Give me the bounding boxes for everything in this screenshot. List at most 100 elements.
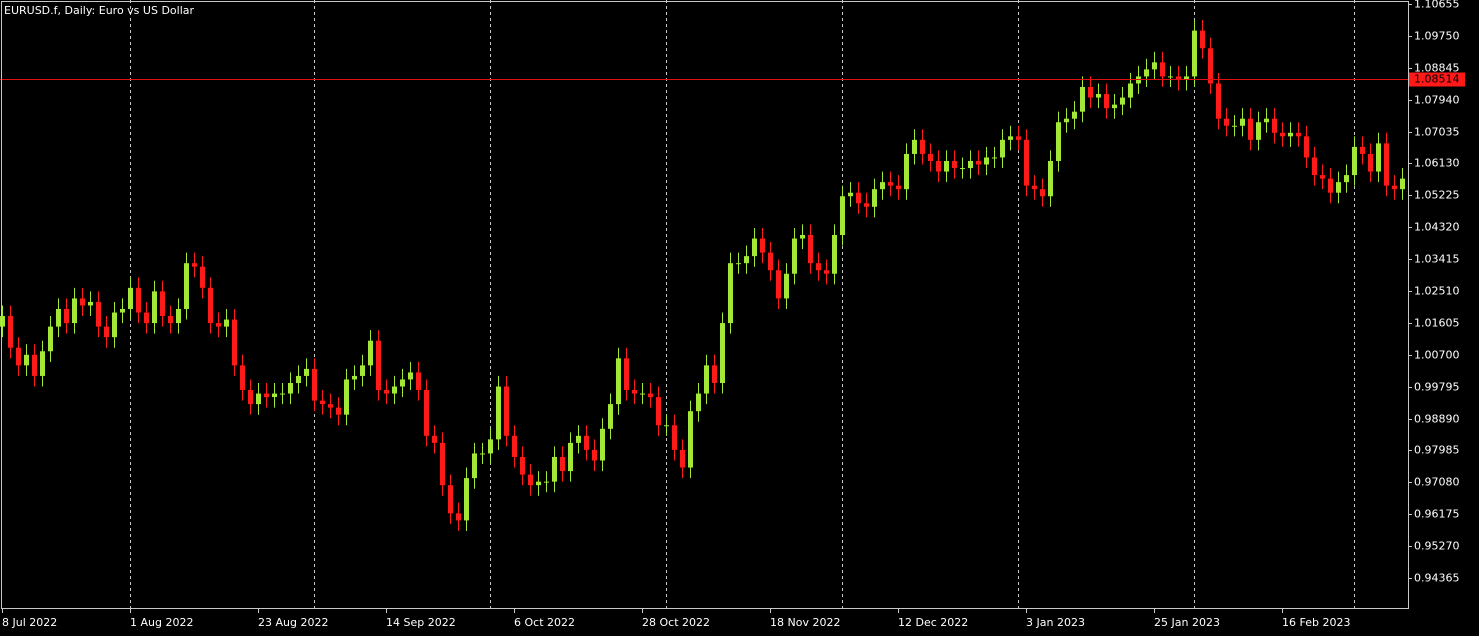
candle-body	[888, 182, 893, 186]
y-tick-label: 1.07035	[1414, 126, 1460, 139]
y-tick-label: 1.08845	[1414, 62, 1460, 75]
candle-body	[128, 287, 133, 309]
candle-body	[120, 308, 125, 313]
candle-body	[1264, 118, 1269, 123]
candle-body	[600, 428, 605, 461]
candle-body	[832, 234, 837, 274]
candle-body	[1360, 146, 1365, 154]
y-tick-label: 1.09750	[1414, 30, 1460, 43]
candle-body	[8, 316, 13, 348]
candle-body	[520, 456, 525, 475]
candle-body	[1352, 146, 1357, 176]
candle-body	[1328, 178, 1333, 193]
candle-body	[256, 393, 261, 405]
x-tick-label: 3 Jan 2023	[1026, 616, 1085, 629]
y-tick-label: 1.10655	[1414, 0, 1460, 11]
candle-body	[1392, 185, 1397, 190]
candle-body	[384, 390, 389, 394]
candle-body	[656, 397, 661, 426]
candle-body	[408, 372, 413, 380]
candle-body	[624, 358, 629, 391]
candle-body	[1336, 182, 1341, 193]
candle-body	[1160, 62, 1165, 77]
candle-body	[808, 234, 813, 264]
candle-body	[224, 319, 229, 327]
candle-body	[392, 386, 397, 394]
candle-body	[920, 139, 925, 154]
candle-body	[560, 456, 565, 472]
y-tick-label: 0.97985	[1414, 444, 1460, 457]
candle-body	[608, 404, 613, 429]
candle-body	[872, 189, 877, 207]
candle-body	[984, 157, 989, 165]
candle-body	[1040, 189, 1045, 197]
x-tick-label: 28 Oct 2022	[642, 616, 710, 629]
candle-body	[880, 182, 885, 190]
candle-body	[80, 298, 85, 306]
candle-body	[736, 263, 741, 265]
candle-body	[1280, 132, 1285, 137]
candle-body	[704, 365, 709, 394]
candle-body	[968, 160, 973, 169]
candle-body	[952, 160, 957, 169]
candle-body	[1368, 153, 1373, 172]
plot-frame	[1, 1, 1409, 609]
candle-body	[496, 386, 501, 440]
candle-body	[1144, 69, 1149, 77]
candle-body	[400, 379, 405, 387]
y-tick-label: 1.00700	[1414, 349, 1460, 362]
candle-body	[56, 308, 61, 327]
x-tick-label: 1 Aug 2022	[130, 616, 193, 629]
candle-body	[448, 485, 453, 514]
candle-body	[184, 263, 189, 309]
candle-body	[824, 270, 829, 274]
y-tick-label: 1.03415	[1414, 253, 1460, 266]
candle-body	[264, 393, 269, 398]
candle-body	[296, 375, 301, 383]
candle-body	[320, 400, 325, 405]
candle-body	[336, 407, 341, 415]
candle-body	[168, 316, 173, 324]
candle-body	[48, 326, 53, 352]
candle-body	[864, 203, 869, 207]
grid-layer	[130, 0, 1355, 608]
candle-body	[112, 312, 117, 338]
candle-body	[576, 435, 581, 443]
candle-body	[944, 160, 949, 172]
candle-body	[72, 298, 77, 324]
candle-body	[424, 390, 429, 436]
candle-body	[816, 263, 821, 271]
candle-body	[768, 252, 773, 271]
candle-body	[1288, 132, 1293, 137]
candle-body	[528, 474, 533, 486]
candles	[0, 20, 1408, 531]
candle-body	[1184, 76, 1189, 80]
candle-body	[632, 390, 637, 394]
candle-body	[344, 379, 349, 415]
candle-body	[440, 442, 445, 486]
chart-title: EURUSD.f, Daily: Euro vs US Dollar	[4, 4, 194, 17]
candle-body	[160, 291, 165, 317]
candle-body	[368, 340, 373, 366]
candle-body	[1000, 139, 1005, 158]
candle-body	[304, 368, 309, 376]
candle-body	[904, 153, 909, 190]
bid-label-box	[1409, 72, 1465, 87]
candle-body	[744, 256, 749, 264]
candle-body	[1376, 143, 1381, 172]
x-tick-label: 18 Nov 2022	[770, 616, 840, 629]
candle-body	[24, 354, 29, 366]
candle-body	[88, 301, 93, 306]
candle-body	[504, 386, 509, 436]
candle-body	[1400, 178, 1405, 190]
candle-body	[936, 160, 941, 172]
candle-body	[848, 192, 853, 197]
candle-body	[1224, 118, 1229, 126]
candle-body	[96, 301, 101, 327]
candle-body	[1312, 157, 1317, 176]
y-tick-label: 0.97080	[1414, 476, 1460, 489]
candle-body	[1104, 94, 1109, 109]
candle-body	[208, 287, 213, 324]
